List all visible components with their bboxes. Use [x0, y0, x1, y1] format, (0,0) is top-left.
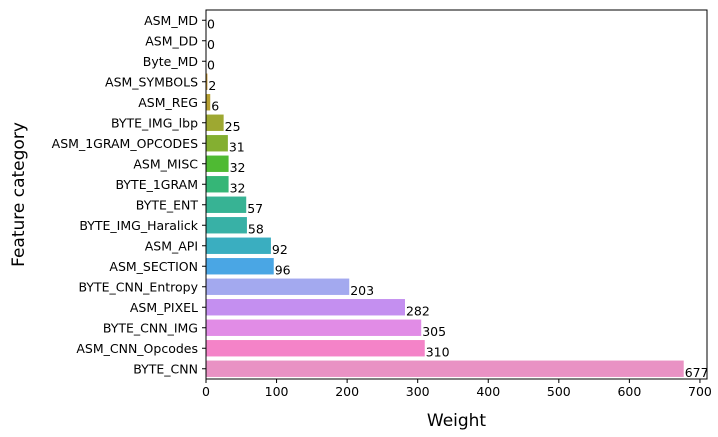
x-tick-label: 600 — [617, 384, 641, 399]
data-label: 57 — [247, 201, 263, 216]
y-tick-label: ASM_SYMBOLS — [105, 74, 198, 89]
y-tick-label: BYTE_1GRAM — [116, 177, 198, 192]
y-tick-label: ASM_MISC — [133, 156, 198, 171]
data-label: 6 — [211, 98, 219, 113]
data-label: 203 — [350, 283, 374, 298]
bar-asm-cnn-opcodes — [206, 340, 425, 357]
data-label: 0 — [207, 57, 215, 72]
data-label: 0 — [207, 37, 215, 52]
bar-byte-cnn-img — [206, 319, 422, 336]
y-tick-label: ASM_API — [145, 238, 198, 253]
x-axis-title: Weight — [427, 411, 487, 431]
bar-byte-img-haralick — [206, 217, 247, 234]
y-tick-label: ASM_SECTION — [109, 259, 198, 274]
x-ticks: 0 100 200 300 400 500 600 700 — [202, 379, 712, 399]
data-label: 31 — [229, 139, 245, 154]
x-tick-label: 500 — [547, 384, 571, 399]
y-tick-label: BYTE_IMG_lbp — [111, 115, 198, 130]
data-label: 58 — [248, 221, 264, 236]
data-label: 0 — [207, 16, 215, 31]
y-tick-label: ASM_REG — [138, 95, 198, 110]
x-tick-label: 400 — [476, 384, 500, 399]
bar-byte-ent — [206, 196, 247, 213]
y-tick-label: ASM_PIXEL — [130, 300, 198, 315]
bar-asm-section — [206, 258, 274, 275]
y-tick-label: ASM_CNN_Opcodes — [76, 341, 198, 356]
bar-byte-cnn-entropy — [206, 278, 350, 295]
y-tick-label: BYTE_CNN — [133, 361, 198, 376]
x-tick-label: 0 — [202, 384, 210, 399]
bar-asm-reg — [206, 94, 211, 111]
plot-frame — [205, 9, 708, 380]
data-label: 92 — [272, 242, 288, 257]
bar-asm-misc — [206, 155, 229, 172]
data-label: 32 — [230, 160, 246, 175]
x-tick-label: 700 — [688, 384, 712, 399]
bar-asm-pixel — [206, 299, 405, 316]
y-tick-label: ASM_DD — [145, 33, 198, 48]
x-tick-label: 100 — [265, 384, 289, 399]
bar-asm-symbols — [206, 73, 208, 90]
y-tick-label: BYTE_CNN_IMG — [103, 320, 198, 335]
data-label: 305 — [422, 324, 446, 339]
y-tick-label: BYTE_IMG_Haralick — [79, 218, 198, 233]
y-tick-label: BYTE_CNN_Entropy — [78, 279, 198, 294]
data-label: 282 — [406, 303, 430, 318]
data-label: 25 — [225, 119, 241, 134]
bars-group — [206, 73, 684, 377]
data-label: 96 — [275, 262, 291, 277]
data-label: 677 — [685, 365, 709, 380]
y-tick-label: ASM_MD — [144, 13, 198, 28]
bar-byte-cnn — [206, 360, 684, 377]
x-tick-label: 300 — [406, 384, 430, 399]
y-tick-label: Byte_MD — [143, 54, 198, 69]
bar-byte-img-lbp — [206, 114, 224, 131]
y-axis-title: Feature category — [9, 122, 29, 267]
bar-asm-api — [206, 237, 271, 254]
y-tick-label: ASM_1GRAM_OPCODES — [52, 136, 198, 151]
bar-asm-1gram-opcodes — [206, 135, 228, 152]
bar-byte-1gram — [206, 176, 229, 193]
data-label: 310 — [426, 344, 450, 359]
x-tick-label: 200 — [335, 384, 359, 399]
y-tick-label: BYTE_ENT — [136, 197, 199, 212]
y-tick-labels: ASM_MD ASM_DD Byte_MD ASM_SYMBOLS ASM_REG BYT… — [52, 13, 206, 376]
data-label: 2 — [208, 78, 216, 93]
data-label: 32 — [230, 180, 246, 195]
